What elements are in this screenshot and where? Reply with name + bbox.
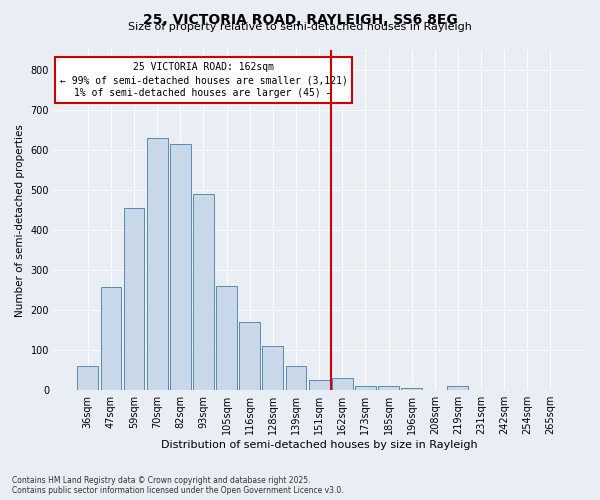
Bar — [170, 144, 191, 390]
Y-axis label: Number of semi-detached properties: Number of semi-detached properties — [15, 124, 25, 316]
Bar — [401, 388, 422, 390]
Bar — [378, 386, 399, 390]
Bar — [448, 386, 469, 390]
Text: 25, VICTORIA ROAD, RAYLEIGH, SS6 8EG: 25, VICTORIA ROAD, RAYLEIGH, SS6 8EG — [143, 12, 457, 26]
X-axis label: Distribution of semi-detached houses by size in Rayleigh: Distribution of semi-detached houses by … — [161, 440, 478, 450]
Text: Contains HM Land Registry data © Crown copyright and database right 2025.
Contai: Contains HM Land Registry data © Crown c… — [12, 476, 344, 495]
Bar — [355, 386, 376, 390]
Bar — [193, 194, 214, 390]
Bar — [124, 208, 145, 390]
Bar — [239, 322, 260, 390]
Text: 25 VICTORIA ROAD: 162sqm
← 99% of semi-detached houses are smaller (3,121)
1% of: 25 VICTORIA ROAD: 162sqm ← 99% of semi-d… — [59, 62, 347, 98]
Bar — [77, 366, 98, 390]
Bar — [262, 346, 283, 390]
Bar — [147, 138, 167, 390]
Bar — [216, 286, 237, 390]
Text: Size of property relative to semi-detached houses in Rayleigh: Size of property relative to semi-detach… — [128, 22, 472, 32]
Bar — [309, 380, 329, 390]
Bar — [101, 287, 121, 390]
Bar — [286, 366, 307, 390]
Bar — [332, 378, 353, 390]
